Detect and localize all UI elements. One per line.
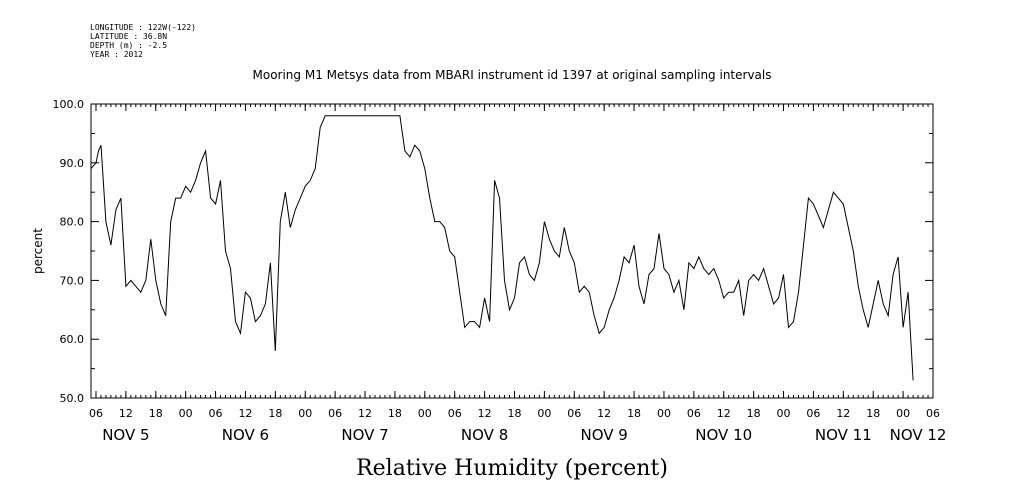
x-axis-label: Relative Humidity (percent) (356, 456, 668, 481)
x-hour-tick-label: 00 (179, 407, 193, 420)
meta-latitude: LATITUDE : 36.8N (90, 32, 167, 41)
x-hour-tick-label: 06 (926, 407, 940, 420)
x-hour-tick-label: 12 (597, 407, 611, 420)
x-hour-tick-label: 18 (507, 407, 521, 420)
x-hour-tick-label: 06 (209, 407, 223, 420)
x-hour-tick-label: 06 (687, 407, 701, 420)
x-day-label: NOV 11 (815, 426, 872, 444)
x-hour-tick-label: 06 (567, 407, 581, 420)
y-tick-label: 80.0 (60, 216, 85, 229)
x-day-label: NOV 9 (580, 426, 627, 444)
x-hour-tick-label: 00 (896, 407, 910, 420)
meta-depth: DEPTH (m) : -2.5 (90, 41, 167, 50)
x-day-label: NOV 5 (102, 426, 149, 444)
x-hour-tick-label: 12 (119, 407, 133, 420)
x-day-label: NOV 6 (222, 426, 269, 444)
x-day-label: NOV 8 (461, 426, 508, 444)
x-hour-tick-label: 12 (478, 407, 492, 420)
y-axis-label: percent (31, 228, 45, 274)
x-day-label: NOV 10 (695, 426, 752, 444)
x-hour-tick-label: 00 (777, 407, 791, 420)
x-hour-tick-label: 18 (747, 407, 761, 420)
chart-title: Mooring M1 Metsys data from MBARI instru… (253, 68, 772, 82)
x-hour-tick-label: 18 (388, 407, 402, 420)
x-hour-tick-label: 06 (806, 407, 820, 420)
series-line-relative-humidity (90, 115, 914, 381)
x-hour-tick-label: 06 (448, 407, 462, 420)
x-hour-tick-label: 00 (418, 407, 432, 420)
meta-year: YEAR : 2012 (90, 50, 143, 59)
y-tick-label: 90.0 (60, 157, 85, 170)
x-hour-tick-label: 12 (238, 407, 252, 420)
x-hour-tick-label: 18 (149, 407, 163, 420)
x-day-label: NOV 7 (341, 426, 388, 444)
axes-layer: 06 12 18 00 06 12 18 00 06 12 18 00 06 12 18 00 06 12 18 00… (53, 98, 947, 444)
plot-frame (90, 103, 934, 399)
x-hour-tick-label: 18 (268, 407, 282, 420)
x-hour-tick-label: 00 (657, 407, 671, 420)
y-tick-label: 50.0 (60, 392, 85, 405)
metadata-block: LONGITUDE : 122W(-122) LATITUDE : 36.8N … (90, 23, 196, 59)
x-hour-tick-label: 18 (627, 407, 641, 420)
x-hour-tick-label: 12 (717, 407, 731, 420)
x-hour-tick-label: 18 (866, 407, 880, 420)
x-day-label: NOV 12 (890, 426, 947, 444)
x-hour-tick-label: 12 (836, 407, 850, 420)
x-hour-tick-label: 06 (89, 407, 103, 420)
x-hour-tick-label: 00 (298, 407, 312, 420)
x-hour-tick-label: 00 (537, 407, 551, 420)
y-tick-label: 60.0 (60, 333, 85, 346)
meta-longitude: LONGITUDE : 122W(-122) (90, 23, 196, 32)
x-hour-tick-label: 12 (358, 407, 372, 420)
x-hour-tick-label: 06 (328, 407, 342, 420)
y-tick-label: 70.0 (60, 274, 85, 287)
y-tick-label: 100.0 (53, 98, 85, 111)
